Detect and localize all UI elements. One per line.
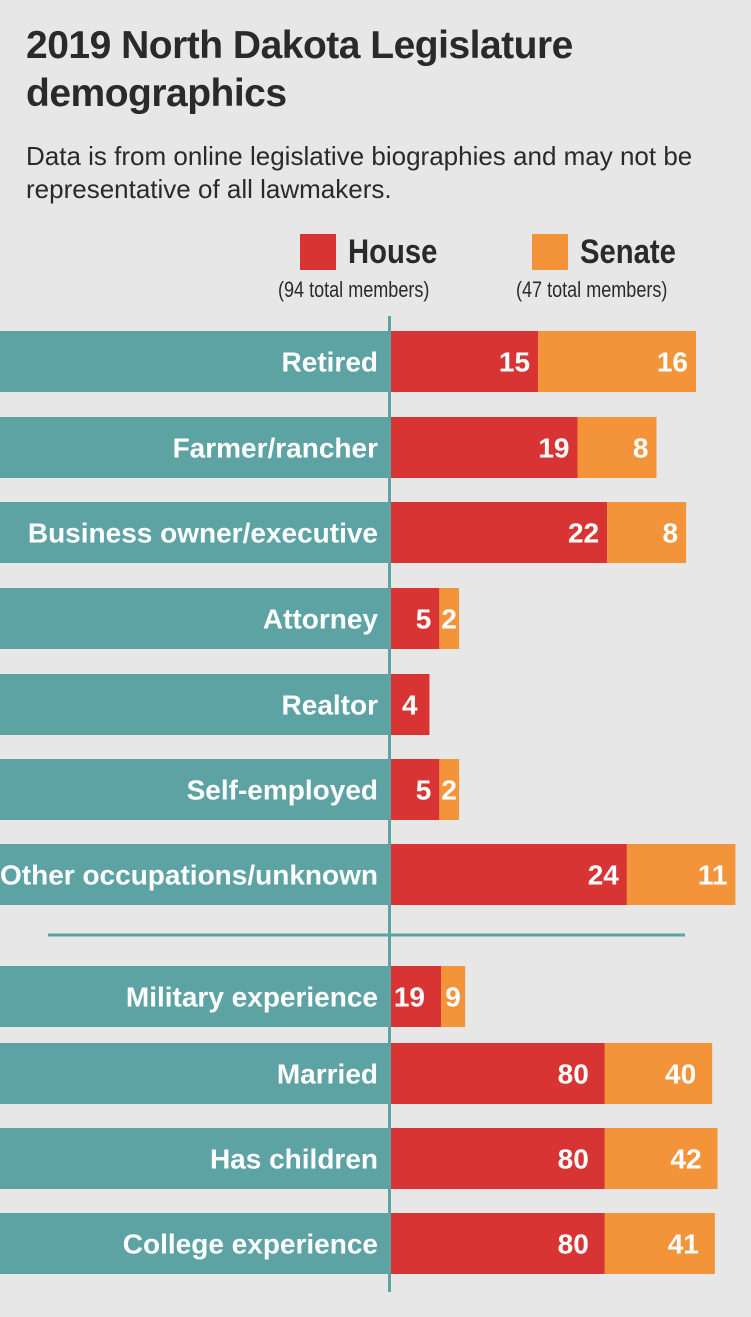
senate-bar-college-experience	[604, 1213, 715, 1274]
category-bar-military-experience	[0, 966, 389, 1027]
house-value-retired: 15	[499, 347, 530, 378]
category-bar-business-owner-executive	[0, 502, 389, 563]
house-value-attorney: 5	[416, 604, 432, 635]
house-bar-has-children	[390, 1128, 605, 1189]
category-label-college-experience: College experience	[123, 1229, 378, 1260]
house-bar-retired	[390, 331, 539, 392]
house-bar-self-employed	[390, 759, 440, 820]
category-label-self-employed: Self-employed	[187, 775, 378, 806]
senate-bar-has-children	[604, 1128, 718, 1189]
chart-title: 2019 North Dakota Legislature demographi…	[26, 24, 573, 115]
house-value-has-children: 80	[558, 1144, 589, 1175]
house-value-realtor: 4	[402, 690, 418, 721]
house-value-business-owner-executive: 22	[568, 518, 599, 549]
category-label-married: Married	[277, 1059, 378, 1090]
category-bar-self-employed	[0, 759, 389, 820]
senate-bar-retired	[538, 331, 696, 392]
house-value-college-experience: 80	[558, 1229, 589, 1260]
category-label-has-children: Has children	[210, 1144, 378, 1175]
house-bar-business-owner-executive	[390, 502, 608, 563]
category-bar-realtor	[0, 674, 389, 735]
house-bar-college-experience	[390, 1213, 605, 1274]
house-total-note: (94 total members)	[278, 277, 430, 302]
house-value-self-employed: 5	[416, 775, 432, 806]
senate-value-other-occupations-unknown: 11	[698, 860, 728, 891]
chart-subtitle: Data is from online legislative biograph…	[26, 141, 693, 204]
senate-bar-farmer-rancher	[577, 417, 657, 478]
senate-bar-married	[604, 1043, 713, 1104]
house-bar-attorney	[390, 588, 440, 649]
senate-value-retired: 16	[657, 347, 688, 378]
senate-value-has-children: 42	[670, 1144, 701, 1175]
house-value-married: 80	[558, 1059, 589, 1090]
category-bar-has-children	[0, 1128, 389, 1189]
house-swatch	[300, 234, 336, 270]
senate-value-business-owner-executive: 8	[663, 518, 679, 549]
senate-bar-business-owner-executive	[607, 502, 687, 563]
category-label-other-occupations-unknown: Other occupations/unknown	[0, 860, 378, 891]
category-bar-attorney	[0, 588, 389, 649]
category-label-retired: Retired	[282, 347, 378, 378]
category-bar-farmer-rancher	[0, 417, 389, 478]
category-label-farmer-rancher: Farmer/rancher	[173, 433, 379, 464]
house-value-farmer-rancher: 19	[538, 433, 569, 464]
house-value-other-occupations-unknown: 24	[588, 860, 620, 891]
senate-bar-military-experience	[441, 966, 466, 1027]
category-bar-college-experience	[0, 1213, 389, 1274]
house-bar-military-experience	[390, 966, 442, 1027]
senate-value-self-employed: 2	[441, 775, 457, 806]
senate-swatch	[532, 234, 568, 270]
senate-legend-label: Senate	[580, 233, 676, 271]
senate-value-college-experience: 41	[668, 1229, 699, 1260]
category-bar-married	[0, 1043, 389, 1104]
category-bar-retired	[0, 331, 389, 392]
senate-value-military-experience: 9	[445, 982, 461, 1013]
category-label-attorney: Attorney	[263, 604, 379, 635]
house-bar-realtor	[390, 674, 430, 735]
senate-bar-other-occupations-unknown	[626, 844, 736, 905]
house-value-military-experience: 19	[394, 982, 425, 1013]
senate-bar-attorney	[439, 588, 460, 649]
house-legend-label: House	[348, 233, 438, 271]
senate-value-married: 40	[665, 1059, 696, 1090]
senate-value-farmer-rancher: 8	[633, 433, 649, 464]
house-bar-farmer-rancher	[390, 417, 578, 478]
senate-bar-self-employed	[439, 759, 460, 820]
category-label-realtor: Realtor	[282, 690, 379, 721]
senate-total-note: (47 total members)	[516, 277, 668, 302]
senate-value-attorney: 2	[441, 604, 457, 635]
category-bar-other-occupations-unknown	[0, 844, 389, 905]
category-label-business-owner-executive: Business owner/executive	[28, 518, 378, 549]
house-bar-other-occupations-unknown	[390, 844, 627, 905]
house-bar-married	[390, 1043, 605, 1104]
category-label-military-experience: Military experience	[126, 982, 378, 1013]
